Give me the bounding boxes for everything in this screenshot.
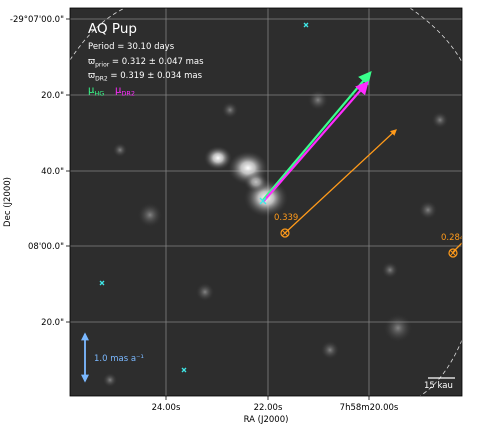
axes-frame [69, 7, 463, 397]
x-tick-label: 24.00s [152, 403, 181, 413]
companion2-motion-arrow [452, 242, 462, 253]
axis-ticks [66, 18, 370, 400]
period-text: Period = 30.10 days [88, 42, 175, 52]
size-scale-label: 15 kau [424, 381, 453, 391]
sky-image-panel: 0.339 0.284 AQ Pup Period = 30.10 days ϖ… [70, 8, 465, 396]
coordinate-grid [70, 8, 462, 396]
y-tick-label: -29°07'00.0" [10, 15, 64, 25]
x-tick-label: 7h58m20.00s [340, 403, 399, 413]
y-axis-label: Dec (J2000) [3, 177, 13, 227]
field-boundary [70, 8, 462, 396]
parallax-dr2-text: ϖDR2 = 0.319 ± 0.034 mas [88, 71, 203, 83]
companion2-marker [448, 248, 458, 258]
companion1-label: 0.339 [274, 213, 298, 223]
y-tick-label: 20.0" [41, 91, 64, 101]
bright-sources [204, 146, 288, 217]
star-title: AQ Pup [88, 21, 137, 37]
parallax-prior-text: ϖprior = 0.312 ± 0.047 mas [88, 57, 204, 69]
x-axis-label: RA (J2000) [244, 415, 289, 425]
companion1-motion-arrow [284, 129, 397, 234]
y-tick-label: 40.0" [41, 167, 64, 177]
y-tick-label: 20.0" [41, 318, 64, 328]
companion1-marker [280, 228, 290, 238]
dr2-proper-motion-arrow [262, 81, 369, 203]
y-tick-label: 08'00.0" [28, 242, 64, 252]
field-star-markers [99, 22, 309, 373]
pm-scale-label: 1.0 mas a⁻¹ [94, 354, 144, 364]
companion2-label: 0.284 [441, 233, 465, 243]
hg-proper-motion-arrow [262, 70, 372, 201]
legend-dr2: μDR2 [115, 85, 135, 98]
legend-hg: μHG [88, 85, 104, 98]
x-tick-label: 22.00s [254, 403, 283, 413]
target-star-marker [259, 197, 267, 205]
